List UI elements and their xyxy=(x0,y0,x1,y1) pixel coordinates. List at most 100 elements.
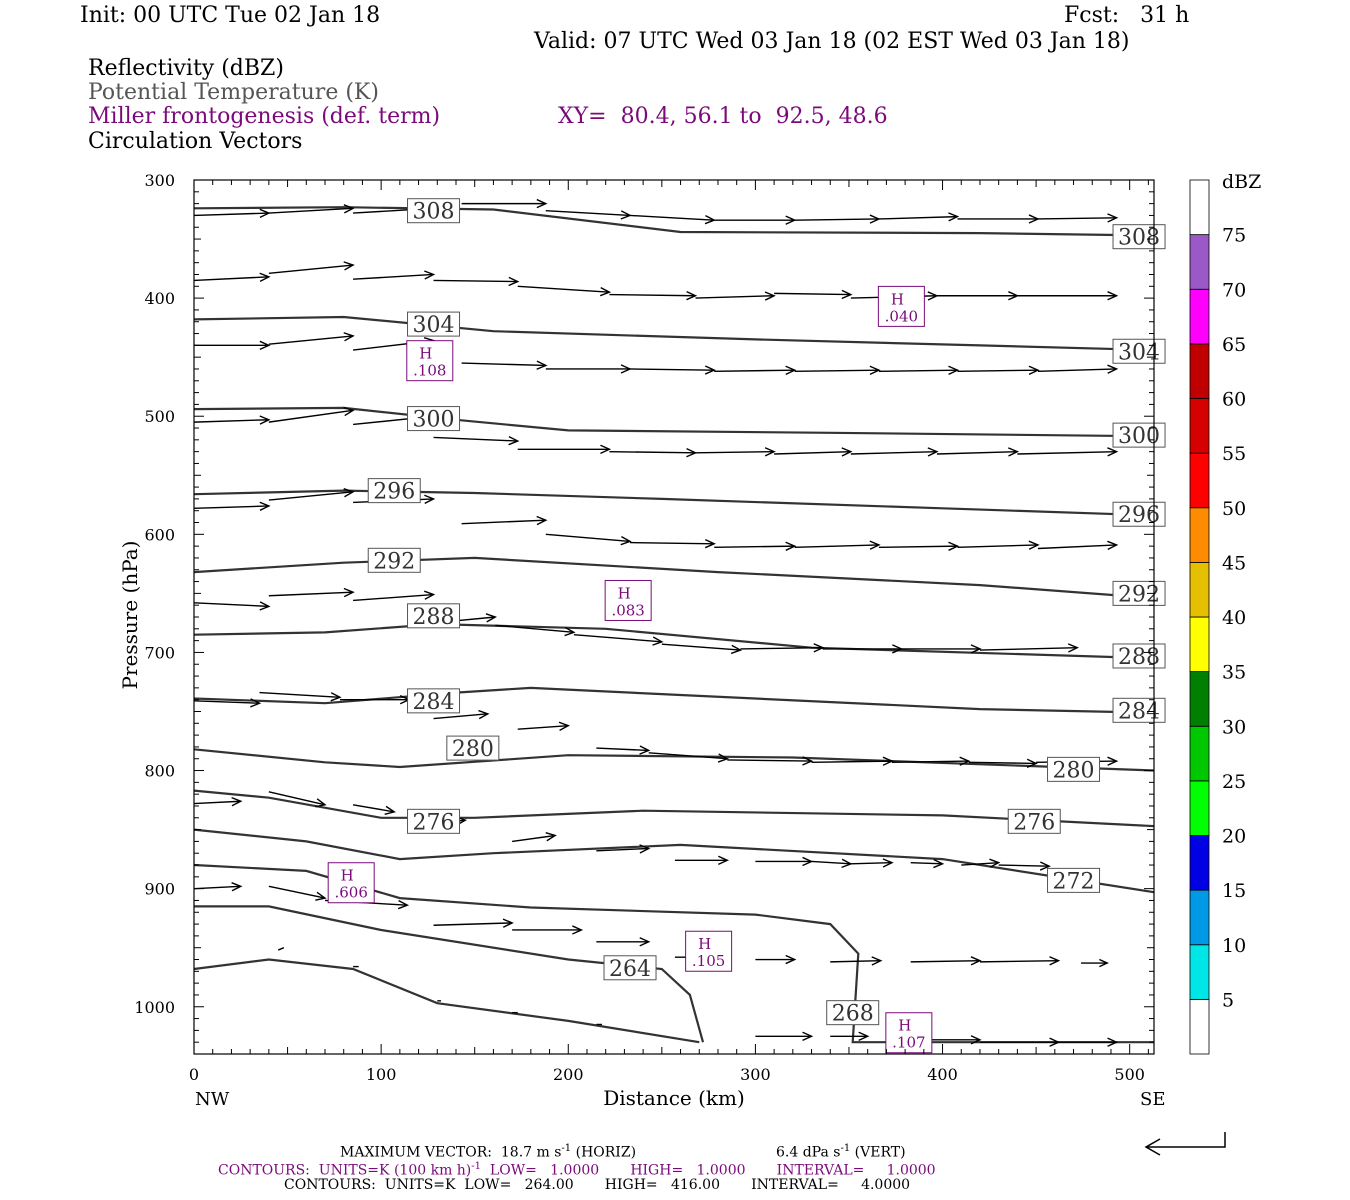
colorbar-swatch xyxy=(1189,889,1210,946)
circulation-vector xyxy=(727,756,814,766)
colorbar-swatch xyxy=(1189,343,1210,399)
svg-text:304: 304 xyxy=(413,313,455,338)
circulation-vector xyxy=(193,797,243,807)
colorbar-swatch xyxy=(1189,725,1210,782)
svg-text:280: 280 xyxy=(452,737,494,762)
isentrope-label: 284 xyxy=(407,688,461,715)
isentrope-label: 300 xyxy=(1112,422,1166,449)
circulation-vector xyxy=(850,447,939,457)
isentrope-300 xyxy=(193,406,1155,438)
colorbar-swatch xyxy=(1189,398,1210,454)
svg-text:H: H xyxy=(698,935,711,953)
isentrope-label: 300 xyxy=(407,406,461,433)
circulation-vector xyxy=(936,291,1020,301)
isentrope-296 xyxy=(193,489,1155,517)
x-tick-label: 200 xyxy=(553,1065,584,1084)
circulation-vector xyxy=(901,644,982,654)
circulation-vector xyxy=(193,208,271,219)
svg-text:300: 300 xyxy=(413,408,455,433)
circulation-vector xyxy=(629,214,716,225)
colorbar-title: dBZ xyxy=(1222,171,1261,193)
circulation-vector xyxy=(648,752,730,763)
circulation-vector xyxy=(1058,1037,1119,1047)
colorbar-swatch xyxy=(1189,234,1210,290)
circulation-vector xyxy=(822,644,904,654)
y-tick-label: 900 xyxy=(144,880,175,899)
colorbar: 5 10 15 20 25 30 35 40 45 50 55 60 65 70 75 dBZ xyxy=(1189,171,1261,1055)
svg-text:.107: .107 xyxy=(892,1034,925,1052)
colorbar-swatch xyxy=(1189,561,1210,618)
colorbar-swatch xyxy=(1189,507,1210,563)
circulation-vector xyxy=(740,643,825,653)
isentrope-label: 280 xyxy=(1047,756,1101,783)
circulation-vector xyxy=(979,1037,1061,1047)
circulation-vector xyxy=(194,340,271,351)
svg-text:.606: .606 xyxy=(334,884,367,902)
cross-section-coordinates: XY= 80.4, 56.1 to 92.5, 48.6 xyxy=(558,104,888,129)
svg-text:.108: .108 xyxy=(413,362,446,380)
isentrope-284 xyxy=(193,686,1155,714)
circulation-vector xyxy=(794,214,881,224)
isentrope-label: 304 xyxy=(407,311,461,338)
circulation-vector xyxy=(609,448,698,458)
svg-text:H: H xyxy=(618,584,631,602)
circulation-vector xyxy=(830,956,883,966)
colorbar-swatch xyxy=(1189,998,1210,1055)
x-tick-label: 100 xyxy=(366,1065,397,1084)
circulation-vector xyxy=(892,756,971,766)
circulation-vector xyxy=(512,925,584,935)
circulation-vector xyxy=(1081,958,1109,968)
colorbar-swatch xyxy=(1189,288,1210,345)
colorbar-level: 5 xyxy=(1222,989,1234,1011)
circulation-vector xyxy=(794,540,881,550)
y-tick-label: 300 xyxy=(144,171,175,190)
isentrope-288 xyxy=(193,622,1155,660)
circulation-vector xyxy=(979,956,1061,966)
colorbar-swatch xyxy=(1189,780,1210,836)
circulation-vector xyxy=(433,276,520,287)
y-axis-label: Pressure (hPa) xyxy=(118,541,142,690)
svg-text:.105: .105 xyxy=(692,952,725,970)
colorbar-level: 25 xyxy=(1222,771,1246,793)
circulation-vector xyxy=(714,365,797,375)
circulation-vector xyxy=(794,365,881,375)
circulation-vector xyxy=(193,882,243,892)
max-vector-vertical-info: 6.4 dPa s-1 (VERT) xyxy=(776,1143,906,1161)
theta-contour-info: CONTOURS: UNITS=K LOW= 264.00 HIGH= 416.… xyxy=(284,1177,911,1193)
circulation-vector xyxy=(596,844,651,854)
circulation-vector xyxy=(517,721,570,731)
isentrope-label: 288 xyxy=(407,603,461,630)
isentrope-280 xyxy=(193,748,1155,772)
svg-text:296: 296 xyxy=(1118,503,1160,528)
frontogenesis-max: H.108 xyxy=(406,340,454,382)
isentrope-label-layer: 308 308 304 304 300 300 296 296 292 292 288 288 284 2… xyxy=(367,198,1166,1027)
x-tick-label: 0 xyxy=(189,1065,199,1084)
isentrope-276 xyxy=(193,789,1155,828)
y-tick-label: 500 xyxy=(144,407,175,426)
se-end-label: SE xyxy=(1140,1089,1165,1110)
svg-text:280: 280 xyxy=(1053,758,1095,783)
circulation-vector xyxy=(755,954,797,965)
colorbar-level: 55 xyxy=(1222,443,1246,465)
circulation-vector xyxy=(495,624,576,637)
circulation-vector xyxy=(277,947,285,951)
circulation-vector xyxy=(268,791,327,808)
plot-frame xyxy=(193,179,1155,1055)
circulation-vector xyxy=(353,590,436,602)
circulation-vector xyxy=(755,856,814,867)
isentrope-260 xyxy=(193,958,700,1044)
colorbar-level: 60 xyxy=(1222,389,1246,411)
svg-text:296: 296 xyxy=(373,480,415,505)
circulation-vector xyxy=(774,447,853,457)
colorbar-level: 45 xyxy=(1222,552,1246,574)
field-reflectivity: Reflectivity (dBZ) xyxy=(88,56,284,81)
circulation-vector xyxy=(268,204,355,214)
circulation-vector xyxy=(1037,364,1119,374)
circulation-vector xyxy=(957,365,1040,375)
isentrope-label: 308 xyxy=(407,198,461,225)
circulation-vector xyxy=(774,289,853,300)
circulation-vector xyxy=(461,515,548,526)
isentrope-label: 292 xyxy=(1112,580,1166,607)
isentrope-layer xyxy=(193,206,1155,1044)
circulation-vector xyxy=(910,858,945,869)
